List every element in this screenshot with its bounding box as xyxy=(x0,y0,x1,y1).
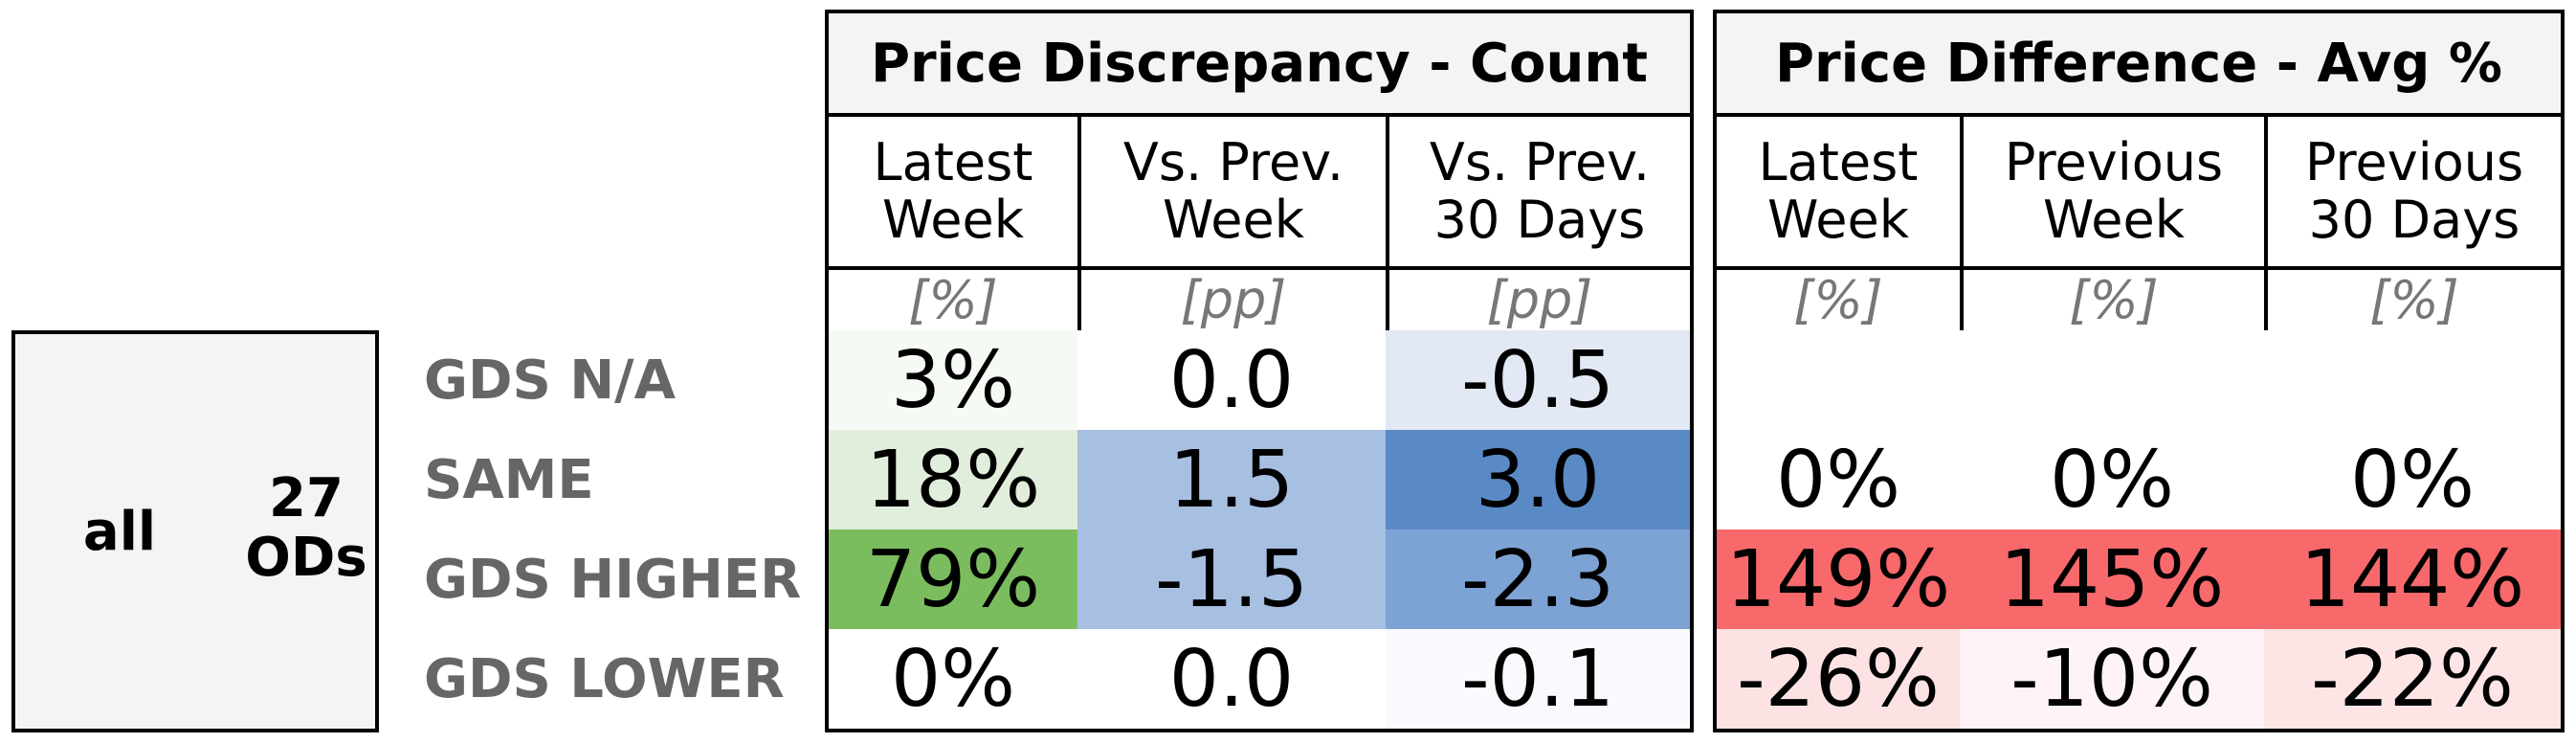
avg-cell-r1-c1 xyxy=(1717,330,1960,430)
divider xyxy=(829,113,1690,117)
avg-cell-r4-c1: -26% xyxy=(1717,629,1960,729)
count-col1-unit: [%] xyxy=(908,270,998,330)
label-divider xyxy=(375,330,379,732)
avg-data-area: 0% 149% -26% 0% 145% -10% 0% 144% -22% xyxy=(1717,330,2561,729)
divider xyxy=(1717,266,2561,270)
count-col3-header: Vs. Prev. 30 Days xyxy=(1389,117,1690,266)
group-count-title: Price Discrepancy - Count xyxy=(829,13,1690,113)
avg-col1-header: Latest Week xyxy=(1717,117,1960,266)
count-cell-r1-c2: 0.0 xyxy=(1077,330,1386,430)
count-cell-r4-c1: 0% xyxy=(829,629,1077,729)
avg-col2-unit: [%] xyxy=(2069,270,2159,330)
avg-col3-line1: Previous xyxy=(2304,132,2524,192)
count-col3-line2: 30 Days xyxy=(1433,190,1646,250)
segment-label: all xyxy=(82,500,157,563)
avg-cell-r3-c3: 144% xyxy=(2264,529,2561,629)
count-cell-r1-c1: 3% xyxy=(829,330,1077,430)
avg-cell-r1-c3 xyxy=(2264,330,2561,430)
count-col2-header: Vs. Prev. Week xyxy=(1081,117,1386,266)
group-avg-title: Price Difference - Avg % xyxy=(1717,13,2561,113)
count-col3-unit: [pp] xyxy=(1486,270,1593,330)
count-col1-line1: Latest xyxy=(873,132,1033,192)
row-label-gds-na: GDS N/A xyxy=(424,349,676,412)
divider xyxy=(1960,113,1964,334)
count-cell-r2-c3: 3.0 xyxy=(1386,430,1690,529)
label-panel xyxy=(11,330,379,732)
count-cell-r1-c3: -0.5 xyxy=(1386,330,1690,430)
avg-cell-r3-c2: 145% xyxy=(1960,529,2264,629)
avg-col2-line2: Week xyxy=(2043,190,2185,250)
avg-col2-header: Previous Week xyxy=(1964,117,2264,266)
row-label-gds-higher: GDS HIGHER xyxy=(424,548,802,611)
count-cell-r4-c3: -0.1 xyxy=(1386,629,1690,729)
avg-cell-r2-c2: 0% xyxy=(1960,430,2264,529)
group-count-table: Price Discrepancy - Count Latest Week Vs… xyxy=(825,10,1694,732)
avg-cell-r1-c2 xyxy=(1960,330,2264,430)
row-label-same: SAME xyxy=(424,448,594,511)
divider xyxy=(829,266,1690,270)
segment-count-unit: ODs xyxy=(245,526,367,589)
count-data-area: 3% 18% 79% 0% 0.0 1.5 -1.5 0.0 -0.5 3.0 -2.3 -0.1 xyxy=(829,330,1690,729)
segment-count: 27 xyxy=(269,466,344,529)
avg-cell-r4-c2: -10% xyxy=(1960,629,2264,729)
count-cell-r3-c1: 79% xyxy=(829,529,1077,629)
count-col3-line1: Vs. Prev. xyxy=(1429,132,1651,192)
count-cell-r2-c1: 18% xyxy=(829,430,1077,529)
divider xyxy=(2264,113,2268,334)
avg-col2-line1: Previous xyxy=(2004,132,2224,192)
count-col2-line1: Vs. Prev. xyxy=(1122,132,1344,192)
divider xyxy=(1386,113,1389,334)
group-avg-table: Price Difference - Avg % Latest Week Pre… xyxy=(1713,10,2565,732)
avg-col3-unit: [%] xyxy=(2369,270,2459,330)
count-col1-line2: Week xyxy=(882,190,1024,250)
count-cell-r4-c2: 0.0 xyxy=(1077,629,1386,729)
avg-col1-unit: [%] xyxy=(1793,270,1883,330)
avg-cell-r2-c1: 0% xyxy=(1717,430,1960,529)
avg-col3-line2: 30 Days xyxy=(2308,190,2520,250)
count-col2-line2: Week xyxy=(1163,190,1304,250)
avg-col3-header: Previous 30 Days xyxy=(2268,117,2561,266)
count-cell-r2-c2: 1.5 xyxy=(1077,430,1386,529)
divider xyxy=(1717,113,2561,117)
avg-col1-line1: Latest xyxy=(1758,132,1919,192)
row-label-gds-lower: GDS LOWER xyxy=(424,647,785,710)
avg-cell-r3-c1: 149% xyxy=(1717,529,1960,629)
avg-cell-r2-c3: 0% xyxy=(2264,430,2561,529)
avg-col1-line2: Week xyxy=(1767,190,1909,250)
count-col2-unit: [pp] xyxy=(1180,270,1287,330)
count-cell-r3-c2: -1.5 xyxy=(1077,529,1386,629)
avg-cell-r4-c3: -22% xyxy=(2264,629,2561,729)
count-cell-r3-c3: -2.3 xyxy=(1386,529,1690,629)
divider xyxy=(1077,113,1081,334)
count-col1-header: Latest Week xyxy=(829,117,1077,266)
